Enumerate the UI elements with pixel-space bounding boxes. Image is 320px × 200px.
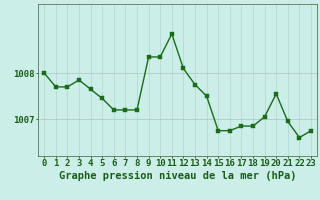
- X-axis label: Graphe pression niveau de la mer (hPa): Graphe pression niveau de la mer (hPa): [59, 171, 296, 181]
